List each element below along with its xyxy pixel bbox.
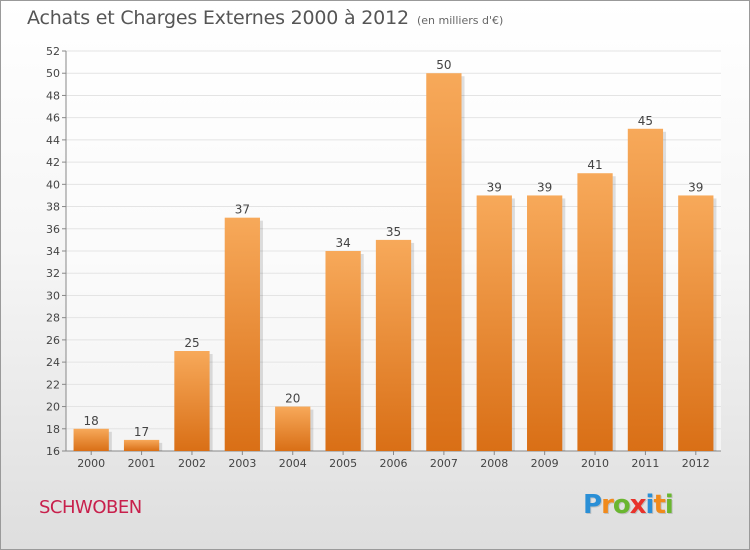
logo-letter: t — [653, 490, 665, 520]
y-tick-label: 30 — [46, 289, 60, 302]
y-tick-label: 36 — [46, 223, 60, 236]
bar-value-label: 25 — [184, 336, 199, 350]
bar-value-label: 50 — [436, 58, 451, 72]
y-tick-label: 18 — [46, 423, 60, 436]
y-tick-label: 22 — [46, 378, 60, 391]
y-tick-label: 44 — [46, 134, 60, 147]
x-tick-label: 2012 — [682, 457, 710, 470]
bar-value-label: 39 — [537, 180, 552, 194]
y-tick-label: 24 — [46, 356, 60, 369]
bar — [174, 351, 210, 451]
bar — [627, 128, 664, 451]
bar — [275, 406, 311, 451]
x-tick-label: 2004 — [279, 457, 307, 470]
bar-value-label: 17 — [134, 425, 149, 439]
chart-title: Achats et Charges Externes 2000 à 2012 — [27, 7, 409, 29]
x-tick-label: 2005 — [329, 457, 357, 470]
bar — [73, 428, 109, 451]
bar-value-label: 37 — [235, 203, 250, 217]
bar — [224, 217, 260, 451]
y-tick-label: 38 — [46, 201, 60, 214]
chart-unit: (en milliers d'€) — [417, 14, 504, 27]
y-tick-label: 52 — [46, 45, 60, 58]
bar — [527, 195, 563, 451]
bar-value-label: 35 — [386, 225, 401, 239]
proxiti-logo: Proxiti — [583, 490, 674, 520]
logo-letter: x — [629, 490, 647, 520]
x-tick-label: 2001 — [128, 457, 156, 470]
bar — [375, 239, 412, 451]
y-tick-label: 46 — [46, 112, 60, 125]
bar-value-label: 45 — [638, 114, 653, 128]
logo-letter: i — [664, 490, 674, 520]
bar — [123, 439, 160, 451]
x-tick-label: 2006 — [380, 457, 408, 470]
x-tick-label: 2010 — [581, 457, 609, 470]
y-tick-label: 34 — [46, 245, 60, 258]
y-tick-label: 16 — [46, 445, 60, 458]
logo-letter: i — [645, 490, 655, 520]
y-tick-label: 40 — [46, 178, 60, 191]
y-tick-label: 50 — [46, 67, 60, 80]
bar — [476, 195, 512, 451]
bar-value-label: 39 — [487, 180, 502, 194]
y-tick-label: 28 — [46, 312, 60, 325]
bar-value-label: 39 — [688, 180, 703, 194]
y-tick-label: 20 — [46, 401, 60, 414]
x-tick-label: 2008 — [480, 457, 508, 470]
bar — [678, 195, 714, 451]
y-tick-label: 42 — [46, 156, 60, 169]
x-tick-label: 2009 — [531, 457, 559, 470]
y-tick-label: 32 — [46, 267, 60, 280]
x-tick-label: 2000 — [77, 457, 105, 470]
y-tick-label: 26 — [46, 334, 60, 347]
bar-value-label: 34 — [335, 236, 350, 250]
bar — [325, 251, 361, 451]
x-tick-label: 2002 — [178, 457, 206, 470]
x-tick-label: 2007 — [430, 457, 458, 470]
bar — [426, 73, 462, 451]
bar-value-label: 18 — [84, 414, 99, 428]
logo-letter: P — [583, 490, 602, 520]
commune-name: SCHWOBEN — [39, 497, 142, 518]
logo-letter: o — [612, 490, 631, 520]
x-tick-label: 2011 — [631, 457, 659, 470]
y-tick-label: 48 — [46, 89, 60, 102]
x-tick-label: 2003 — [228, 457, 256, 470]
logo-letter: r — [601, 490, 614, 520]
bar — [577, 173, 613, 451]
bar-value-label: 41 — [587, 158, 602, 172]
bar-value-label: 20 — [285, 392, 300, 406]
